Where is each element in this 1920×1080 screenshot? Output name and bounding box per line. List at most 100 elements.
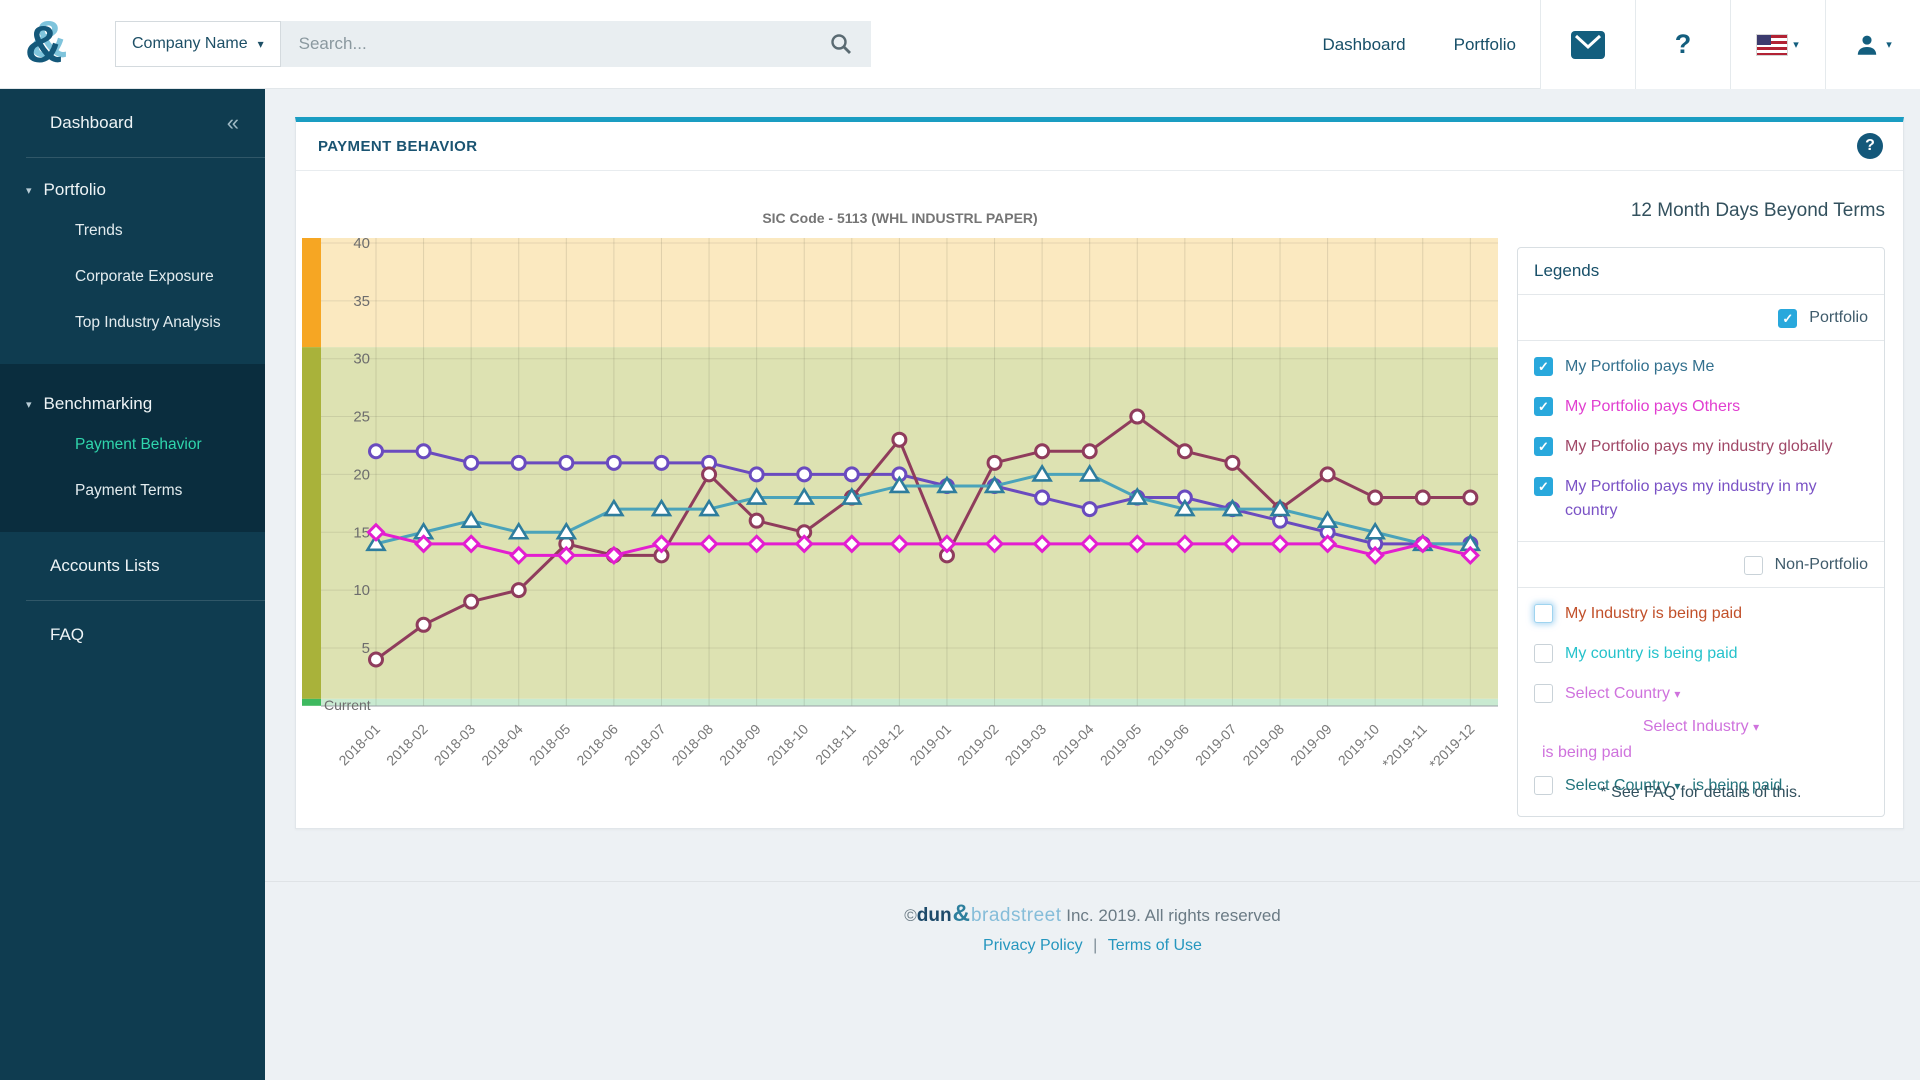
sidebar-item-label: Dashboard	[50, 113, 133, 133]
copyright-symbol: ©	[904, 906, 917, 925]
legend-item-label: My Portfolio pays Me	[1565, 355, 1714, 379]
legend-item: ✓ My Portfolio pays Others	[1534, 387, 1868, 427]
card-help-button[interactable]: ?	[1857, 133, 1883, 159]
legend-item: ✓ My Portfolio pays my industry in my co…	[1534, 467, 1868, 531]
select-country-dropdown[interactable]: Select Country ▾	[1565, 682, 1680, 706]
portfolio-checkbox[interactable]: ✓	[1778, 309, 1797, 328]
pays-me-checkbox[interactable]: ✓	[1534, 357, 1553, 376]
svg-text:2018-09: 2018-09	[716, 721, 764, 769]
chart-subtitle: 12 Month Days Beyond Terms	[1517, 200, 1885, 222]
footer-links: Privacy Policy | Terms of Use	[265, 937, 1920, 955]
sidebar-item-corporate-exposure[interactable]: Corporate Exposure	[0, 254, 265, 300]
svg-text:25: 25	[353, 409, 370, 426]
question-mark-icon: ?	[1675, 29, 1692, 60]
sidebar-item-top-industry-analysis[interactable]: Top Industry Analysis	[0, 300, 265, 346]
legend-title: Legends	[1518, 248, 1884, 295]
svg-text:30: 30	[353, 351, 370, 368]
pays-others-checkbox[interactable]: ✓	[1534, 397, 1553, 416]
sidebar-item-trends[interactable]: Trends	[0, 208, 265, 254]
svg-text:2018-07: 2018-07	[621, 721, 669, 769]
divider	[265, 881, 1920, 882]
non-portfolio-checkbox[interactable]	[1744, 556, 1763, 575]
collapse-sidebar-icon[interactable]: «	[227, 118, 239, 128]
sidebar-item-accounts-lists[interactable]: Accounts Lists	[0, 532, 265, 600]
svg-text:2018-03: 2018-03	[431, 721, 479, 769]
search-icon	[829, 32, 853, 56]
dnb-ampersand-icon: &	[25, 15, 63, 75]
sidebar-item-dashboard[interactable]: Dashboard «	[0, 89, 265, 157]
svg-text:2019-05: 2019-05	[1097, 721, 1145, 769]
footer: ©dun&bradstreet Inc. 2019. All rights re…	[265, 900, 1920, 955]
legend-group-label: Portfolio	[1809, 309, 1868, 327]
svg-text:40: 40	[353, 238, 370, 252]
sidebar-group-portfolio[interactable]: ▾ Portfolio	[0, 158, 265, 208]
legend-item: ✓ My Portfolio pays my industry globally	[1534, 427, 1868, 467]
my-country-paid-checkbox[interactable]	[1534, 644, 1553, 663]
my-industry-paid-checkbox[interactable]	[1534, 604, 1553, 623]
pays-industry-globally-checkbox[interactable]: ✓	[1534, 437, 1553, 456]
sidebar: Dashboard « ▾ Portfolio Trends Corporate…	[0, 89, 265, 1080]
svg-text:2018-02: 2018-02	[383, 721, 431, 769]
svg-text:2018-12: 2018-12	[859, 721, 907, 769]
sidebar-item-payment-behavior[interactable]: Payment Behavior	[0, 422, 265, 468]
us-flag-icon	[1757, 35, 1787, 55]
copyright-line: ©dun&bradstreet Inc. 2019. All rights re…	[265, 900, 1920, 928]
help-button[interactable]: ?	[1636, 0, 1730, 89]
svg-text:2018-11: 2018-11	[812, 721, 859, 768]
brand-dun: dun	[917, 905, 952, 926]
brand-ampersand-icon: &	[952, 900, 971, 927]
svg-text:2018-04: 2018-04	[478, 721, 526, 769]
svg-text:2019-04: 2019-04	[1049, 721, 1097, 769]
dropdown-label: Select Country	[1565, 685, 1670, 702]
svg-text:2019-08: 2019-08	[1239, 721, 1287, 769]
sidebar-item-faq[interactable]: FAQ	[0, 601, 265, 669]
sidebar-section-benchmarking: ▾ Benchmarking Payment Behavior Payment …	[0, 364, 265, 532]
svg-text:2019-09: 2019-09	[1287, 721, 1335, 769]
pays-industry-country-checkbox[interactable]: ✓	[1534, 477, 1553, 496]
legend-item-label: My Portfolio pays my industry in my coun…	[1565, 475, 1868, 523]
top-nav: Dashboard Portfolio ? ▾ ▾	[1298, 0, 1920, 89]
is-being-paid-label: is being paid	[1534, 740, 1868, 766]
payment-behavior-chart: 403530252015105Current2018-012018-022018…	[302, 238, 1498, 786]
svg-text:2019-01: 2019-01	[906, 721, 954, 769]
legend-item-label: My Portfolio pays my industry globally	[1565, 435, 1833, 459]
legend-group-label: Non-Portfolio	[1775, 556, 1868, 574]
legend-item-label: My Portfolio pays Others	[1565, 395, 1740, 419]
sidebar-item-payment-terms[interactable]: Payment Terms	[0, 468, 265, 514]
select-country-checkbox[interactable]	[1534, 684, 1553, 703]
svg-text:2019-10: 2019-10	[1335, 721, 1383, 769]
legend-item: My country is being paid	[1534, 634, 1868, 674]
nav-dashboard[interactable]: Dashboard	[1322, 35, 1405, 55]
language-selector[interactable]: ▾	[1731, 0, 1825, 89]
dnb-logo[interactable]: & &	[22, 10, 82, 78]
dropdown-label: Select Industry	[1643, 718, 1749, 735]
terms-of-use-link[interactable]: Terms of Use	[1108, 937, 1202, 954]
brand-bradstreet: bradstreet	[971, 905, 1062, 926]
privacy-policy-link[interactable]: Privacy Policy	[983, 937, 1083, 954]
card-header: PAYMENT BEHAVIOR ?	[296, 122, 1903, 171]
nav-portfolio[interactable]: Portfolio	[1454, 35, 1516, 55]
svg-text:2018-01: 2018-01	[335, 721, 383, 769]
user-menu[interactable]: ▾	[1826, 0, 1920, 89]
legend-panel: Legends ✓ Portfolio ✓ My Portfolio pays …	[1517, 247, 1885, 817]
legend-non-portfolio-items: My Industry is being paid My country is …	[1518, 588, 1884, 816]
legend-item-label: My country is being paid	[1565, 642, 1738, 666]
svg-text:2018-06: 2018-06	[573, 721, 621, 769]
svg-text:*2019-11: *2019-11	[1379, 721, 1430, 772]
payment-behavior-card: PAYMENT BEHAVIOR ? SIC Code - 5113 (WHL …	[295, 117, 1904, 829]
chevron-down-icon: ▾	[26, 184, 32, 197]
legend-item: ✓ My Portfolio pays Me	[1534, 347, 1868, 387]
search-bar: Company Name ▾	[115, 21, 871, 67]
svg-text:2019-03: 2019-03	[1002, 721, 1050, 769]
messages-button[interactable]	[1541, 0, 1635, 89]
svg-text:2019-06: 2019-06	[1144, 721, 1192, 769]
select-industry-dropdown[interactable]: Select Industry ▾	[1534, 714, 1868, 740]
legend-group-portfolio: ✓ Portfolio	[1518, 295, 1884, 341]
search-category-dropdown[interactable]: Company Name ▾	[115, 21, 281, 67]
svg-text:35: 35	[353, 293, 370, 310]
sidebar-group-benchmarking[interactable]: ▾ Benchmarking	[0, 372, 265, 422]
search-button[interactable]	[811, 21, 871, 67]
search-input[interactable]	[281, 21, 811, 67]
svg-text:2019-07: 2019-07	[1192, 721, 1240, 769]
page-title: PAYMENT BEHAVIOR	[318, 138, 477, 155]
